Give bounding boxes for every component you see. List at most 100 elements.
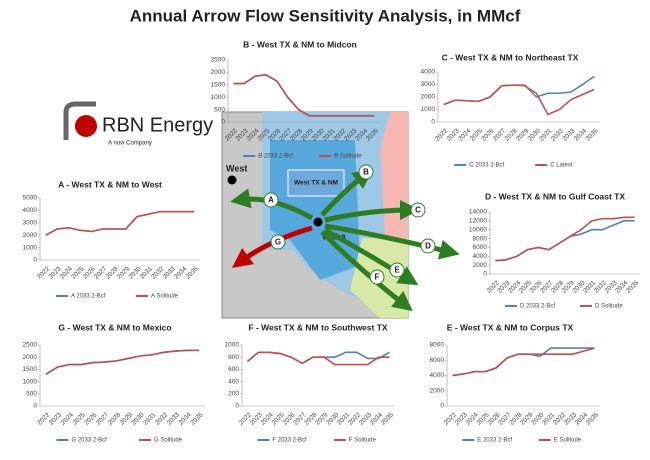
y-tick-label: 4000 bbox=[473, 253, 488, 260]
y-tick-label: 8000 bbox=[473, 235, 488, 242]
legend-label: E 2033 2-Bcf bbox=[477, 438, 512, 444]
arrow-badge bbox=[389, 262, 405, 278]
y-tick-label: 1000 bbox=[225, 342, 240, 349]
y-tick-label: 200 bbox=[228, 391, 239, 398]
chart-title: E - West TX & NM to Corpus TX bbox=[447, 322, 574, 332]
x-tick-label: 2035 bbox=[185, 265, 200, 280]
waha-dot bbox=[313, 217, 323, 227]
series-line bbox=[443, 84, 595, 116]
y-tick-label: 500 bbox=[26, 391, 37, 398]
y-tick-label: 0 bbox=[431, 119, 435, 126]
arrow-letter: F bbox=[375, 273, 380, 282]
series-line bbox=[452, 347, 595, 377]
logo-tagline: A novi Company bbox=[108, 141, 152, 147]
y-tick-label: 2000 bbox=[430, 387, 445, 394]
legend-label: A 2033 2-Bcf bbox=[71, 294, 106, 300]
series-line bbox=[246, 351, 390, 366]
legend-label: E Solitude bbox=[554, 438, 582, 444]
y-tick-label: 10000 bbox=[469, 226, 487, 233]
y-tick-label: 2500 bbox=[23, 342, 38, 349]
y-tick-label: 5000 bbox=[23, 195, 38, 202]
arrow-letter: B bbox=[363, 168, 369, 177]
chart-title: C - West TX & NM to Northeast TX bbox=[442, 52, 579, 62]
logo-mark bbox=[75, 115, 97, 137]
y-tick-label: 12000 bbox=[469, 218, 487, 225]
legend-label: C 2033 2-Bcf bbox=[469, 163, 504, 169]
page-title: Annual Arrow Flow Sensitivity Analysis, … bbox=[130, 6, 521, 25]
y-tick-label: 14000 bbox=[469, 209, 487, 216]
y-tick-label: 2000 bbox=[473, 262, 488, 269]
x-tick-label: 2035 bbox=[380, 411, 395, 426]
series-line bbox=[233, 74, 375, 117]
arrow-badge bbox=[369, 269, 385, 285]
y-tick-label: 0 bbox=[33, 257, 37, 264]
legend-label: D Solitude bbox=[595, 304, 623, 310]
series-line bbox=[233, 74, 375, 117]
region-label-box bbox=[287, 169, 345, 197]
series-line bbox=[45, 349, 200, 375]
y-tick-label: 4000 bbox=[23, 207, 38, 214]
y-tick-label: 6000 bbox=[430, 357, 445, 364]
arrow-letter: A bbox=[268, 196, 274, 205]
series-line bbox=[45, 349, 200, 375]
west-label: West bbox=[226, 163, 247, 173]
legend-label: C Latest bbox=[550, 163, 573, 169]
series-line bbox=[495, 216, 635, 262]
series-line bbox=[45, 210, 195, 236]
legend-label: G 2033 2-Bcf bbox=[72, 438, 108, 444]
west-dot bbox=[227, 175, 237, 185]
arrow-badge bbox=[410, 202, 426, 218]
y-tick-label: 0 bbox=[440, 403, 444, 410]
legend-label: D 2033 2-Bcf bbox=[520, 304, 555, 310]
y-tick-label: 2000 bbox=[23, 232, 38, 239]
y-tick-label: 2000 bbox=[211, 69, 226, 76]
y-tick-label: 1000 bbox=[23, 244, 38, 251]
arrow-badge bbox=[263, 192, 279, 208]
chart-title: G - West TX & NM to Mexico bbox=[58, 322, 171, 332]
logo: RBN Energy A novi Company bbox=[63, 101, 213, 147]
y-tick-label: 3000 bbox=[23, 220, 38, 227]
y-tick-label: 800 bbox=[228, 354, 239, 361]
arrow-letter: C bbox=[415, 206, 421, 215]
arrow-letter: G bbox=[275, 238, 281, 247]
y-tick-label: 600 bbox=[228, 366, 239, 373]
chart-title: D - West TX & NM to Gulf Coast TX bbox=[485, 191, 625, 201]
arrow-labels: A B C D E F G bbox=[263, 164, 436, 285]
series-line bbox=[495, 220, 635, 262]
legend-label: A Solitude bbox=[151, 294, 179, 300]
chart-title: F - West TX & NM to Southwest TX bbox=[248, 322, 387, 332]
x-tick-label: 2035 bbox=[625, 279, 640, 294]
y-tick-label: 0 bbox=[483, 271, 487, 278]
logo-name: RBN Energy bbox=[102, 114, 213, 136]
y-tick-label: 4000 bbox=[430, 372, 445, 379]
y-tick-label: 500 bbox=[214, 106, 225, 113]
legend-label: F 2033 2-Bcf bbox=[272, 438, 307, 444]
y-tick-label: 4000 bbox=[421, 69, 436, 76]
legend-label: B Solitude bbox=[334, 154, 362, 160]
arrow bbox=[324, 200, 420, 223]
y-tick-label: 2500 bbox=[211, 57, 226, 64]
legend-label: F Solitude bbox=[349, 438, 377, 444]
chart-title: B - West TX & NM to Midcon bbox=[243, 39, 357, 49]
y-tick-label: 3000 bbox=[421, 81, 436, 88]
y-tick-label: 1500 bbox=[23, 366, 38, 373]
arrow-letter: E bbox=[394, 266, 400, 275]
arrow bbox=[320, 230, 413, 312]
y-tick-label: 400 bbox=[228, 378, 239, 385]
map: West TX & NM West Waha bbox=[221, 111, 460, 319]
y-tick-label: 2000 bbox=[23, 354, 38, 361]
arrow-badge bbox=[270, 234, 286, 250]
x-tick-label: 2035 bbox=[585, 411, 600, 426]
y-tick-label: 0 bbox=[235, 403, 239, 410]
x-tick-label: 2035 bbox=[189, 411, 204, 426]
region-label: West TX & NM bbox=[294, 180, 338, 187]
arrow-letter: D bbox=[425, 242, 431, 251]
series-line bbox=[45, 210, 195, 236]
y-tick-label: 0 bbox=[33, 403, 37, 410]
y-tick-label: 1000 bbox=[23, 378, 38, 385]
y-tick-label: 0 bbox=[221, 119, 225, 126]
logo-arc bbox=[63, 101, 96, 140]
arrow-badge bbox=[420, 238, 436, 254]
arrow-badge bbox=[358, 164, 374, 180]
